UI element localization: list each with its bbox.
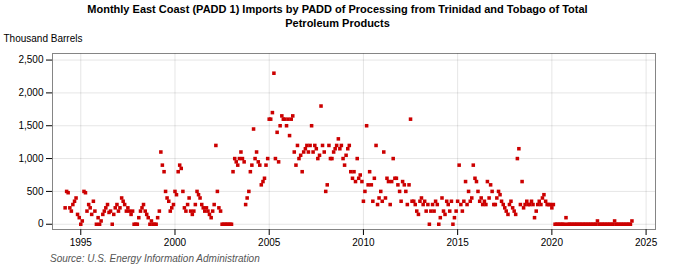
svg-text:2,500: 2,500 <box>18 54 43 65</box>
svg-text:2,000: 2,000 <box>18 87 43 98</box>
svg-text:2015: 2015 <box>447 236 470 247</box>
svg-text:2020: 2020 <box>541 236 564 247</box>
svg-text:2010: 2010 <box>352 236 375 247</box>
svg-text:Thousand Barrels: Thousand Barrels <box>4 32 83 43</box>
svg-text:1995: 1995 <box>70 236 93 247</box>
html-text:Monthly East Coast (PADD 1) Im: Monthly East Coast (PADD 1) Imports by P… <box>87 3 588 29</box>
svg-text:500: 500 <box>27 185 44 196</box>
svg-text:0: 0 <box>38 218 44 229</box>
svg-text:1,500: 1,500 <box>18 119 43 130</box>
html-text:Source: U.S. Energy Informatio: Source: U.S. Energy Information Administ… <box>50 252 260 264</box>
svg-text:1,000: 1,000 <box>18 152 43 163</box>
svg-text:2000: 2000 <box>164 236 187 247</box>
svg-text:2025: 2025 <box>635 236 658 247</box>
svg-text:2005: 2005 <box>258 236 281 247</box>
